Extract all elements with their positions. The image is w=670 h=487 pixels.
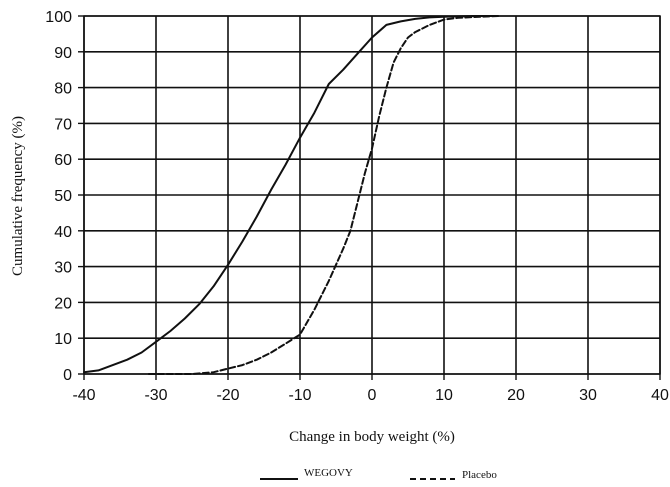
y-tick-label: 40 [54, 224, 72, 241]
grid-lines [83, 15, 661, 375]
y-tick-label: 60 [54, 152, 72, 169]
y-axis-title: Cumulative frequency (%) [10, 116, 26, 276]
y-tick-label: 100 [45, 9, 72, 26]
y-tick-label: 10 [54, 331, 72, 348]
y-tick-label: 50 [54, 188, 72, 205]
y-tick-label: 70 [54, 116, 72, 133]
tick-marks [78, 15, 661, 380]
legend: WEGOVY Placebo [260, 467, 497, 481]
x-axis-title: Change in body weight (%) [289, 429, 455, 445]
x-tick-label: 20 [507, 387, 525, 404]
series-line-placebo [147, 15, 499, 375]
series-layer [83, 15, 499, 375]
legend-label-wegovy: WEGOVY [304, 467, 353, 479]
legend-label-placebo: Placebo [462, 469, 497, 481]
x-tick-label: -30 [144, 387, 167, 404]
x-tick-label: -10 [288, 387, 311, 404]
x-tick-label: -40 [72, 387, 95, 404]
x-tick-label: -20 [216, 387, 239, 404]
x-tick-label: 10 [435, 387, 453, 404]
y-tick-label: 30 [54, 260, 72, 277]
x-tick-label: 40 [651, 387, 669, 404]
series-line-wegovy [83, 15, 499, 374]
y-tick-labels: 0 10 20 30 40 50 60 70 80 90 100 [45, 9, 72, 384]
x-tick-label: 0 [368, 387, 377, 404]
y-tick-label: 20 [54, 295, 72, 312]
y-tick-label: 90 [54, 45, 72, 62]
x-tick-label: 30 [579, 387, 597, 404]
x-tick-labels: -40 -30 -20 -10 0 10 20 30 40 [72, 387, 669, 404]
y-tick-label: 0 [63, 367, 72, 384]
y-tick-label: 80 [54, 81, 72, 98]
